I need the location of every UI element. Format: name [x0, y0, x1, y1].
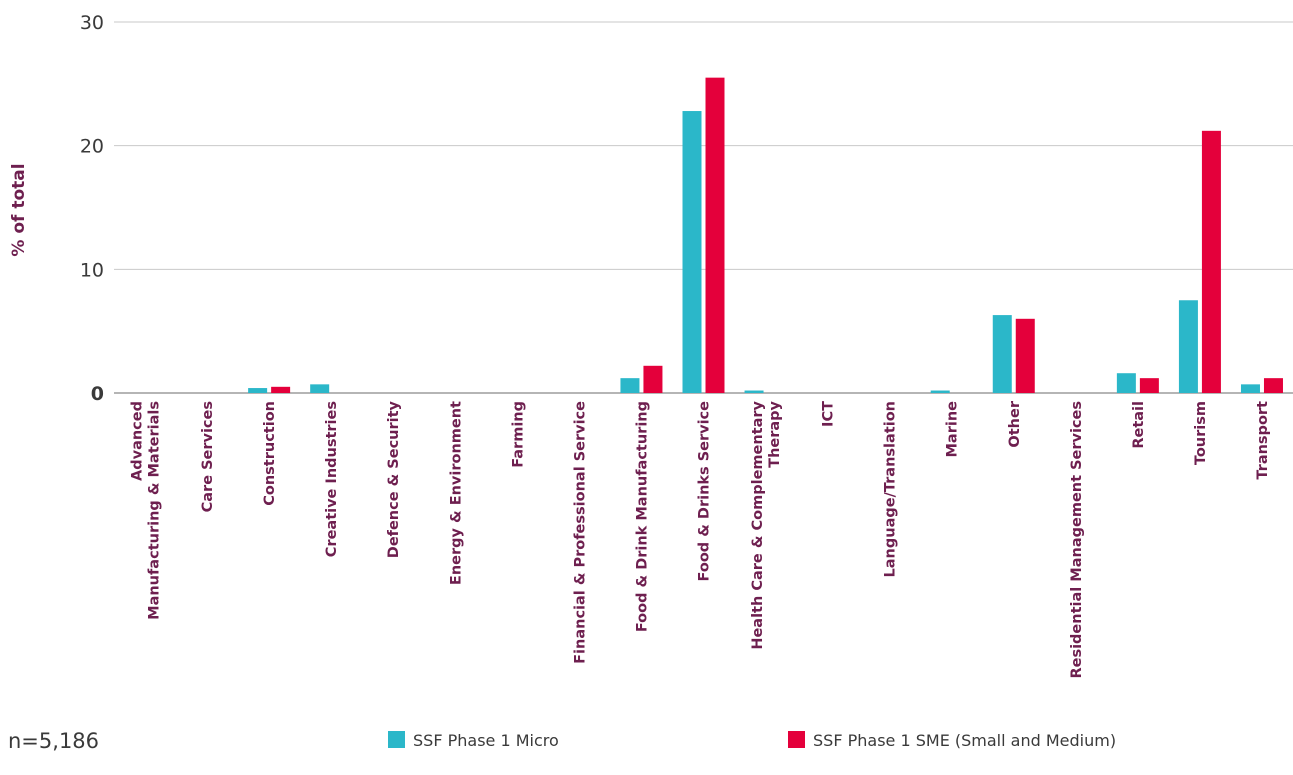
x-tick-label: Transport: [1255, 401, 1271, 480]
x-tick-label-line: Manufacturing & Materials: [147, 401, 163, 620]
bar: [310, 384, 330, 393]
x-tick-label-line: Construction: [262, 401, 278, 506]
x-tick-label: ICT: [821, 401, 837, 427]
x-tick-label-line: Transport: [1255, 401, 1271, 480]
x-tick-label: Financial & Professional Service: [572, 401, 588, 664]
legend-swatch: [388, 731, 405, 748]
gridlines: [114, 21, 1293, 394]
bar: [248, 388, 268, 393]
bar: [744, 390, 764, 393]
bar: [1201, 130, 1221, 393]
bar: [1139, 378, 1159, 393]
x-tick-label-line: Tourism: [1193, 401, 1209, 465]
x-tick-label-line: Retail: [1131, 401, 1147, 449]
x-tick-label: Food & Drink Manufacturing: [634, 401, 650, 632]
x-tick-label: Creative Industries: [324, 401, 340, 557]
x-tick-label: Care Services: [200, 401, 216, 512]
bar: [1015, 318, 1035, 393]
bar: [271, 386, 291, 393]
x-tick-label-line: Other: [1007, 400, 1023, 447]
x-tick-label-line: Food & Drinks Service: [697, 401, 713, 582]
bar: [682, 111, 702, 393]
y-axis-label: % of total: [9, 163, 29, 256]
bar: [1240, 384, 1260, 393]
x-tick-label-line: Creative Industries: [324, 401, 340, 557]
x-tick-label-line: Marine: [945, 401, 961, 458]
legend-swatch: [788, 731, 805, 748]
x-tick-label: Energy & Environment: [448, 401, 464, 585]
bar: [643, 365, 663, 393]
x-axis-ticks: Advanced Manufacturing & Materials Care Se…: [130, 400, 1271, 678]
x-tick-label: Tourism: [1193, 401, 1209, 465]
x-tick-label: Advanced Manufacturing & Materials: [130, 401, 163, 620]
bars: [248, 77, 1283, 394]
legend-item: SSF Phase 1 SME (Small and Medium): [788, 731, 1116, 750]
x-tick-label: Retail: [1131, 401, 1147, 449]
sample-size-note: n=5,186: [8, 729, 99, 753]
bar: [1178, 300, 1198, 393]
y-tick-label: 10: [80, 259, 104, 281]
bar: [930, 390, 950, 393]
x-tick-label: Other: [1007, 400, 1023, 447]
x-tick-label-line: Residential Management Services: [1069, 401, 1085, 679]
x-tick-label-line: ICT: [821, 401, 837, 427]
x-tick-label-line: Therapy: [767, 400, 783, 467]
y-axis-ticks: 0 10 20 30: [80, 12, 104, 405]
legend: SSF Phase 1 Micro SSF Phase 1 SME (Small …: [388, 731, 1116, 750]
bar: [705, 77, 725, 394]
y-tick-label: 0: [91, 383, 104, 405]
legend-item: SSF Phase 1 Micro: [388, 731, 559, 750]
y-tick-label: 20: [80, 136, 104, 158]
bar: [1116, 373, 1136, 393]
x-tick-label-line: Defence & Security: [386, 400, 402, 558]
bar: [1263, 378, 1283, 393]
x-tick-label: Language/Translation: [883, 401, 899, 577]
x-tick-label-line: Financial & Professional Service: [572, 401, 588, 664]
x-tick-label: Defence & Security: [386, 400, 402, 558]
bar: [992, 315, 1012, 393]
y-tick-label: 30: [80, 12, 104, 34]
x-tick-label: Residential Management Services: [1069, 401, 1085, 679]
x-tick-label: Marine: [945, 401, 961, 458]
legend-label: SSF Phase 1 Micro: [413, 731, 559, 750]
x-tick-label-line: Advanced: [130, 401, 146, 481]
x-tick-label-line: Language/Translation: [883, 401, 899, 577]
legend-label: SSF Phase 1 SME (Small and Medium): [813, 731, 1116, 750]
x-tick-label-line: Health Care & Complementary: [750, 400, 766, 649]
x-tick-label: Health Care & Complementary Therapy: [750, 400, 783, 649]
x-tick-label: Construction: [262, 401, 278, 506]
x-tick-label: Farming: [510, 401, 526, 468]
x-tick-label-line: Care Services: [200, 401, 216, 512]
x-tick-label-line: Energy & Environment: [448, 401, 464, 585]
bar: [620, 378, 640, 393]
x-tick-label-line: Food & Drink Manufacturing: [634, 401, 650, 632]
x-tick-label-line: Farming: [510, 401, 526, 468]
x-tick-label: Food & Drinks Service: [697, 401, 713, 582]
